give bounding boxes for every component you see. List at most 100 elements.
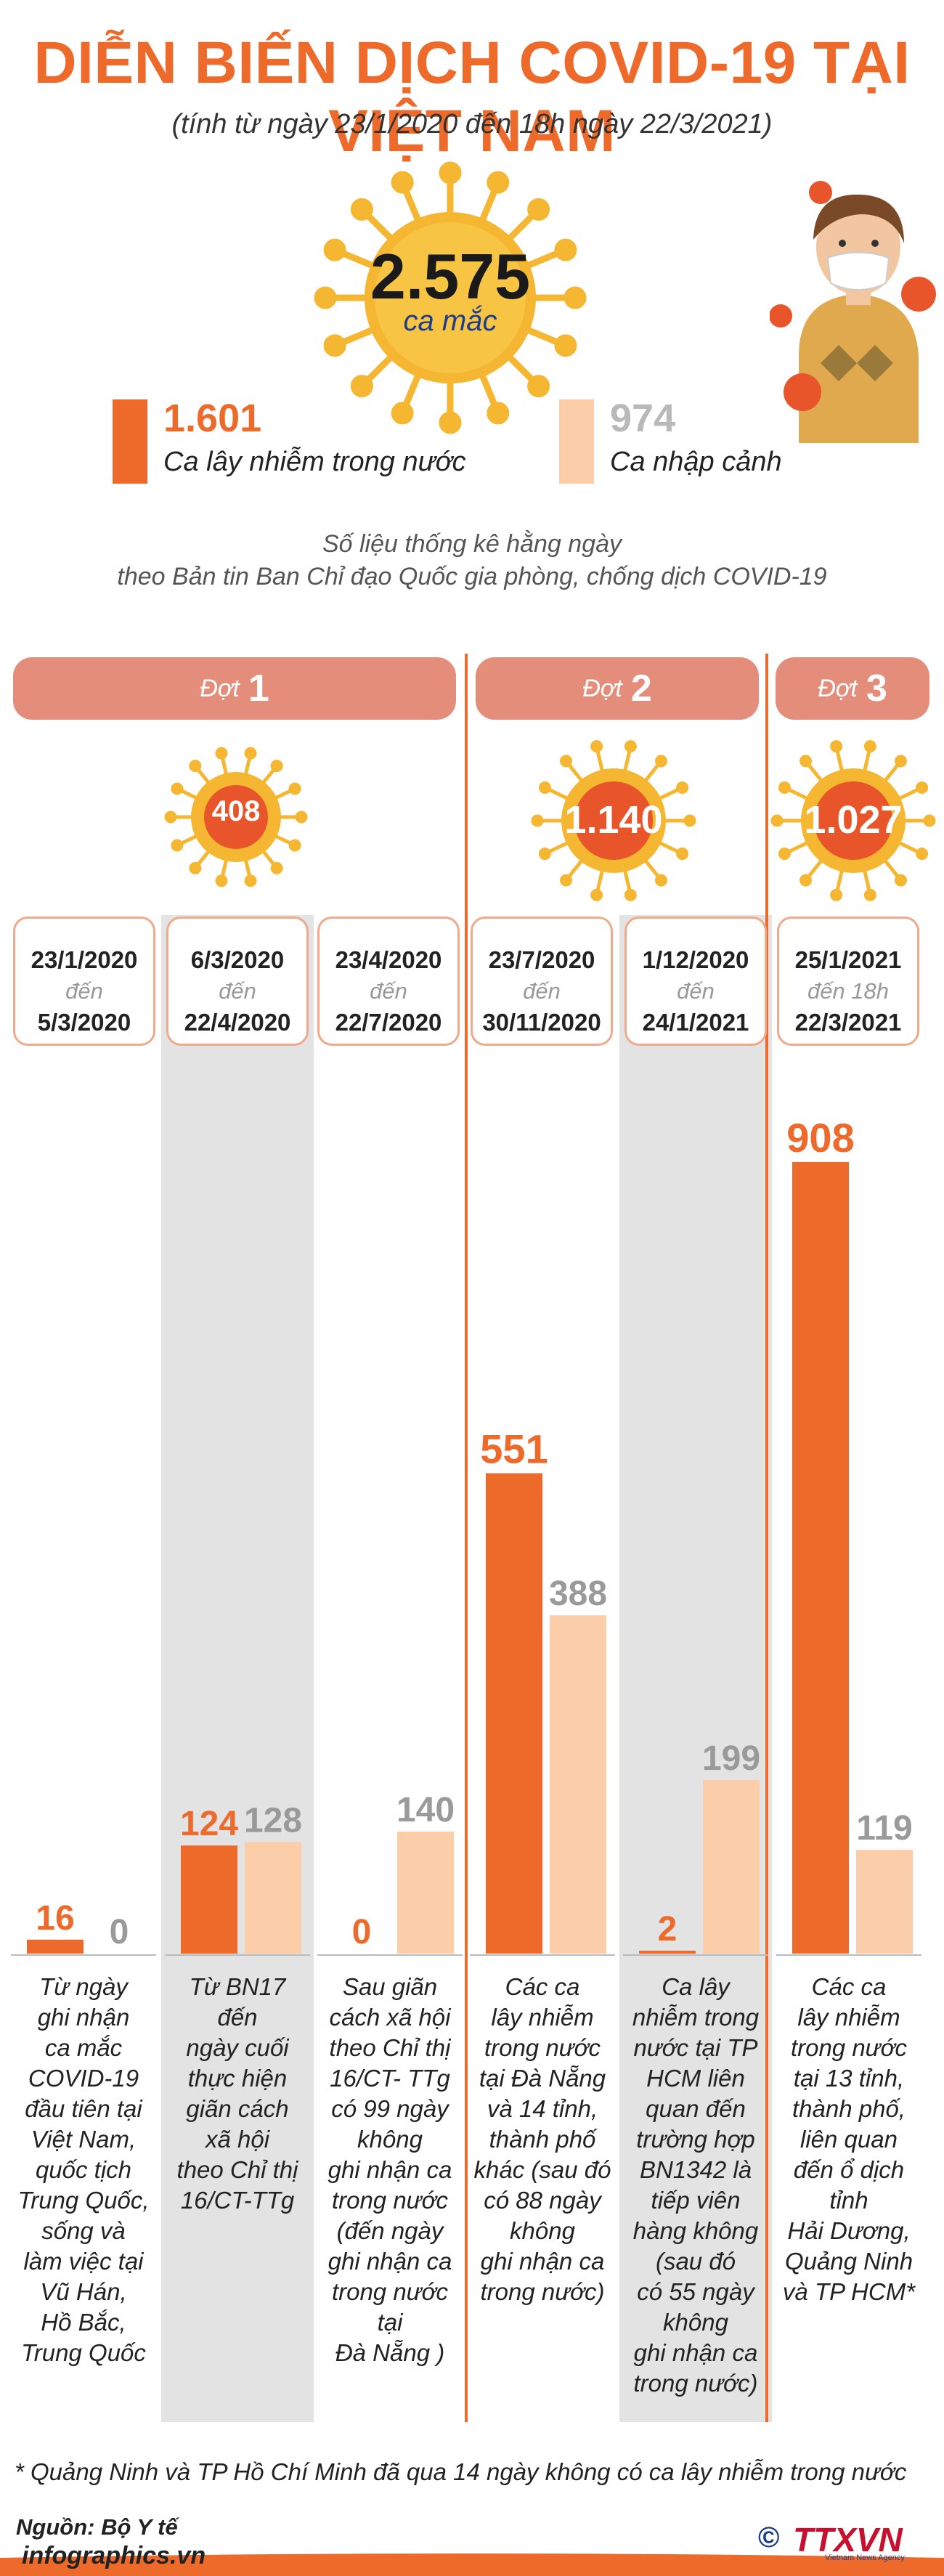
- description-line: HCM liên: [646, 2065, 745, 2092]
- description-line: lây nhiễm: [797, 2004, 900, 2031]
- wave-divider-2: [765, 654, 768, 2422]
- period-sep: đến: [370, 978, 407, 1004]
- description-line: không: [510, 2217, 575, 2244]
- bar-label-imported-4: 388: [549, 1575, 607, 1613]
- description-line: Trung Quốc: [21, 2339, 146, 2366]
- period-description-5: Ca lây nhiễm trong nước tại TP HCM liên quan…: [623, 1972, 768, 2399]
- bar-label-imported-2: 128: [244, 1801, 302, 1840]
- description-line: Hải Dương,: [787, 2217, 911, 2244]
- period-end: 22/4/2020: [184, 1009, 291, 1036]
- description-line: (đến ngày: [336, 2217, 444, 2244]
- source-note-line1: Số liệu thống kê hằng ngày: [322, 530, 622, 558]
- bar-domestic-5: [639, 1951, 696, 1954]
- description-line: Từ ngày: [39, 1973, 128, 2000]
- logo-text: TTXVN: [793, 2521, 903, 2559]
- description-line: ghi nhận ca: [327, 2156, 452, 2183]
- description-line: ghi nhận ca: [327, 2248, 452, 2275]
- ttxvn-logo: © TTXVN Vietnam News Agency: [758, 2520, 925, 2564]
- description-line: khác (sau đó: [473, 2156, 611, 2183]
- virus-icon: [314, 161, 587, 434]
- wave-pill-2: Đợt 2: [476, 657, 759, 720]
- bar-label-imported-5: 199: [702, 1739, 760, 1778]
- description-line: Sau giãn: [342, 1973, 438, 2000]
- period-sep: đến: [677, 978, 715, 1004]
- period-end: 22/7/2020: [335, 1009, 442, 1036]
- copyright-mark: ©: [758, 2522, 780, 2553]
- wave-pill-3: Đợt 3: [776, 657, 929, 720]
- description-line: cách xã hội: [329, 2004, 451, 2031]
- description-line: trong nước: [790, 2034, 908, 2061]
- wave-word: Đợt: [818, 674, 858, 702]
- description-line: làm việc tại: [23, 2248, 144, 2275]
- description-line: đầu tiên tại: [25, 2095, 142, 2122]
- description-line: (sau đó: [655, 2248, 736, 2275]
- bar-label-domestic-5: 2: [658, 1910, 678, 1949]
- sick-person-illustration: [770, 181, 936, 443]
- wave-2-total: 1.140: [564, 798, 663, 842]
- bar-domestic-2: [181, 1845, 237, 1954]
- bar-label-domestic-1: 16: [36, 1899, 74, 1938]
- description-line: Trung Quốc,: [17, 2187, 150, 2214]
- period-date-box-6: 25/1/2021 đến 18h 22/3/2021: [777, 917, 919, 1046]
- logo-subtext: Vietnam News Agency: [825, 2553, 905, 2562]
- period-description-3: Sau giãn cách xã hội theo Chỉ thị 16/CT- TT…: [317, 1972, 463, 2368]
- description-line: thành phố: [489, 2126, 596, 2153]
- description-line: nước tại TP: [633, 2034, 758, 2061]
- period-sep: đến: [219, 978, 256, 1004]
- description-line: có 55 ngày: [637, 2278, 754, 2305]
- legend-swatch-domestic: [113, 399, 147, 484]
- description-line: trong nước): [480, 2278, 605, 2305]
- wave-number: 2: [630, 667, 652, 710]
- description-line: theo Chỉ thị: [329, 2034, 451, 2061]
- legend-value-imported: 974: [610, 397, 676, 440]
- description-line: ca mắc: [44, 2034, 123, 2061]
- bar-domestic-1: [27, 1939, 84, 1954]
- period-start: 6/3/2020: [190, 946, 285, 973]
- bar-imported-4: [550, 1615, 606, 1954]
- description-line: trong nước: [331, 2278, 449, 2305]
- description-line: quốc tịch: [35, 2156, 132, 2183]
- description-line: tại: [377, 2309, 403, 2336]
- description-line: Ca lây: [662, 1973, 730, 2000]
- description-line: liên quan: [800, 2126, 898, 2153]
- period-end: 22/3/2021: [794, 1009, 902, 1036]
- period-description-4: Các ca lây nhiễm trong nước tại Đà Nẵng và 1…: [470, 1972, 615, 2307]
- bar-domestic-6: [792, 1162, 849, 1954]
- description-line: Các ca: [505, 1973, 580, 2000]
- legend-value-domestic: 1.601: [163, 397, 262, 440]
- description-line: ghi nhận ca: [633, 2339, 758, 2366]
- description-line: thành phố,: [792, 2095, 906, 2122]
- bar-label-domestic-6: 908: [786, 1115, 854, 1161]
- description-line: quan đến: [646, 2095, 746, 2122]
- description-line: và TP HCM*: [782, 2278, 916, 2305]
- legend-label-imported: Ca nhập cảnh: [610, 447, 782, 477]
- bar-imported-3: [397, 1831, 454, 1954]
- description-line: Vũ Hán,: [40, 2278, 127, 2305]
- page-subtitle: (tính từ ngày 23/1/2020 đến 18h ngày 22/…: [171, 109, 773, 139]
- description-line: trong nước: [484, 2034, 601, 2061]
- wave-number: 3: [866, 667, 887, 710]
- description-line: ghi nhận ca: [480, 2248, 605, 2275]
- bar-imported-5: [703, 1780, 760, 1954]
- total-value: 2.575: [370, 240, 531, 312]
- bar-label-imported-1: 0: [110, 1913, 129, 1951]
- page-title: DIỄN BIẾN DỊCH COVID-19 TẠI VIỆT NAM: [33, 30, 911, 164]
- period-band-2: [161, 915, 314, 2422]
- description-line: đến: [217, 2004, 258, 2031]
- wave-word: Đợt: [582, 674, 622, 702]
- description-line: BN1342 là: [639, 2156, 752, 2183]
- bar-label-imported-3: 140: [396, 1791, 455, 1829]
- period-band-5: [619, 915, 772, 2422]
- bar-label-domestic-2: 124: [180, 1805, 238, 1843]
- period-date-box-3: 23/4/2020 đến 22/7/2020: [317, 917, 460, 1046]
- period-sep: đến: [523, 978, 561, 1004]
- site-url: infographics.vn: [22, 2542, 206, 2569]
- wave-pill-1: Đợt 1: [13, 657, 456, 720]
- description-line: có 99 ngày: [331, 2095, 449, 2122]
- period-description-1: Từ ngày ghi nhận ca mắc COVID-19 đầu tiên tạ…: [11, 1972, 156, 2368]
- wave-word: Đợt: [200, 674, 240, 702]
- period-date-box-1: 23/1/2020 đến 5/3/2020: [13, 917, 155, 1046]
- description-line: tỉnh: [829, 2187, 868, 2214]
- bar-domestic-4: [486, 1473, 542, 1954]
